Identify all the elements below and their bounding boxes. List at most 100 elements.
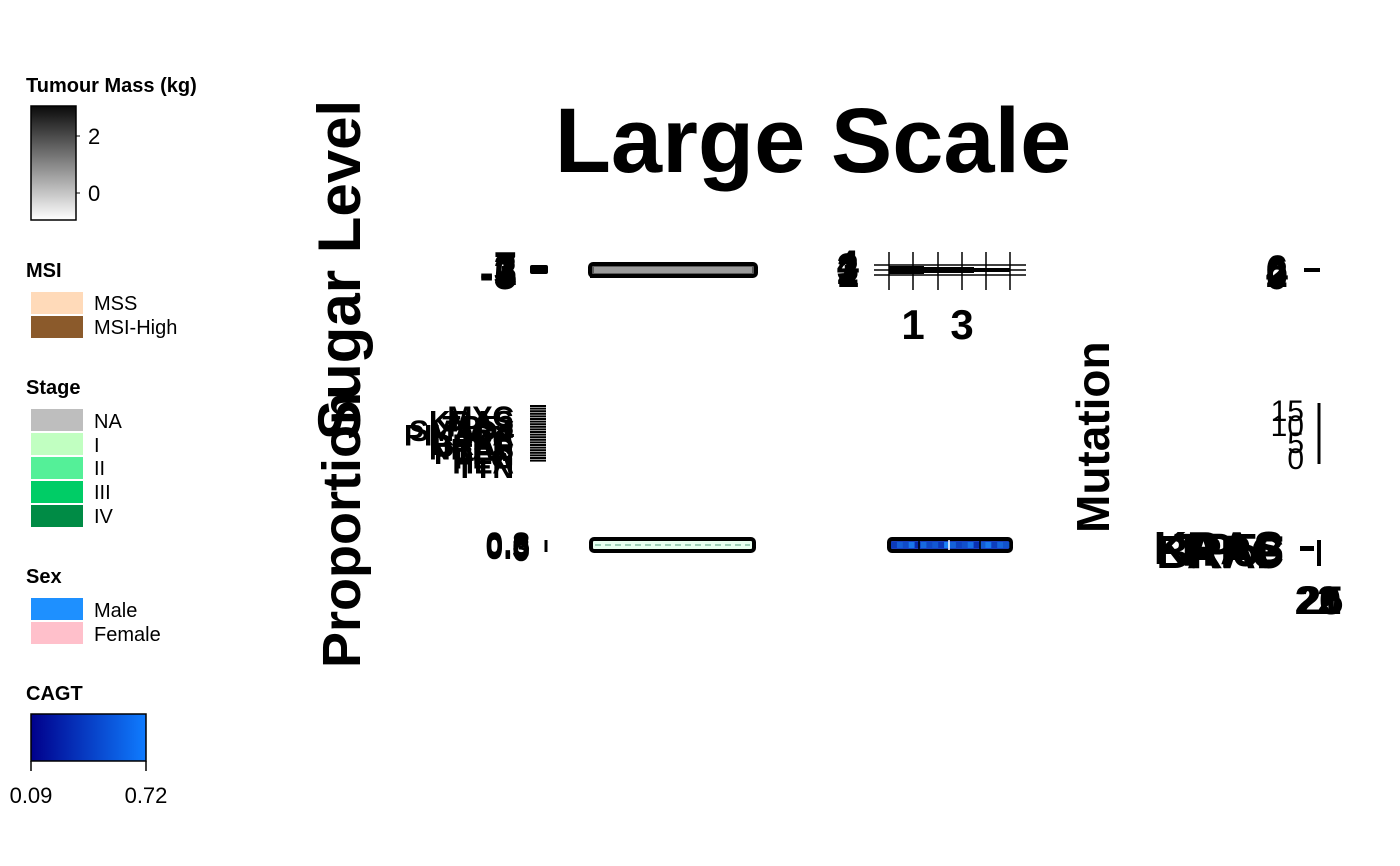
legend-tumour-mass-colorbar xyxy=(30,105,77,221)
bottom-right-genes: APC TP53 KRAS BRAF xyxy=(1154,522,1321,578)
cagt-bar-cell xyxy=(920,542,927,548)
top-mid-tick-2: 3 xyxy=(837,246,859,290)
legend-msi-label-msi-high: MSI-High xyxy=(94,317,177,339)
gene-label-1: KRAS xyxy=(429,406,514,439)
legend-sex-label-male: Male xyxy=(94,600,137,622)
legend-tumour-mass: Tumour Mass (kg) 2 0 xyxy=(26,75,197,221)
gene-label-8: PTEN xyxy=(434,438,514,471)
gene-label-11: TTN xyxy=(456,452,514,485)
cagt-bar-cell xyxy=(973,542,980,548)
legend-cagt-tick-low: 0.09 xyxy=(10,783,53,808)
top-left-tick-2: 1 xyxy=(494,247,517,294)
top-left-strip xyxy=(588,262,758,278)
cagt-bar-cell xyxy=(944,542,951,548)
cagt-bar xyxy=(887,537,1013,553)
legend-stage: Stage NA I II III IV xyxy=(26,377,122,528)
legend-sex: Sex Male Female xyxy=(26,566,161,646)
gene-tick-marks xyxy=(530,405,546,462)
cagt-bar-cell xyxy=(896,542,904,548)
bottom-left-tick-1: 0.3 xyxy=(486,530,530,566)
cagt-bar-cell xyxy=(991,542,998,548)
legend-sex-label-female: Female xyxy=(94,624,161,646)
gene-labels: MYCKRASTP53SMAD4PIK3CAAPCBRAFNRASPTENFLG… xyxy=(404,401,514,485)
legend-tumour-mass-title: Tumour Mass (kg) xyxy=(26,75,197,97)
cagt-bar-cell xyxy=(891,542,898,548)
top-mid-tick-3: 4 xyxy=(837,243,860,287)
bottom-right-gene-1: TP53 xyxy=(1174,524,1284,576)
gene-label-0: MYC xyxy=(447,401,514,434)
legend-msi-swatch-mss xyxy=(31,292,83,314)
legend-stage-label-na: NA xyxy=(94,411,122,433)
cagt-bar-cell xyxy=(967,542,974,548)
top-right-tick-0: 0 xyxy=(1266,254,1288,298)
gene-label-9: FLG xyxy=(454,443,514,476)
mid-right-tick-0: 0 xyxy=(1287,443,1304,476)
top-mid-tick-1: 2 xyxy=(837,249,859,293)
top-right-tick-1: 2 xyxy=(1266,252,1288,296)
legend-sex-swatch-female xyxy=(31,622,83,644)
legend-stage-swatch-na xyxy=(31,409,83,431)
legend-stage-label-i: I xyxy=(94,435,100,457)
cagt-bar-cell xyxy=(926,542,933,548)
bottom-right-count-0: 20 xyxy=(1297,579,1342,623)
top-right-tick-3: 6 xyxy=(1266,248,1288,292)
legend-sex-title: Sex xyxy=(26,566,62,588)
top-left-tick-1: -3 xyxy=(480,249,517,296)
gene-label-2: TP53 xyxy=(442,410,514,443)
legend-cagt-tick-high: 0.72 xyxy=(125,783,168,808)
legend-stage-label-ii: II xyxy=(94,458,105,480)
cagt-bar-cell xyxy=(997,542,1004,548)
row-label-sugar-level: Sugar Level xyxy=(306,100,373,440)
bottom-right-gene-2: KRAS xyxy=(1154,522,1284,574)
legend-tumour-mass-tick-low: 0 xyxy=(88,181,100,206)
cagt-bar-cell xyxy=(961,542,968,548)
cagt-bar-cell xyxy=(1003,542,1010,548)
cagt-bar-cell xyxy=(955,542,963,548)
legend-msi-swatch-msi-high xyxy=(31,316,83,338)
legend-stage-swatch-iv xyxy=(31,505,83,527)
legend-msi-title: MSI xyxy=(26,260,62,282)
top-mid-tick-0: 1 xyxy=(837,252,859,296)
cagt-bar-cell xyxy=(902,542,909,548)
top-left-tick-0: -5 xyxy=(480,251,517,298)
bottom-right-gene-3: BRAF xyxy=(1156,526,1284,578)
mid-right-tick-15: 15 xyxy=(1271,395,1304,428)
gene-label-3: SMAD4 xyxy=(409,415,514,448)
gene-label-5: APC xyxy=(451,424,514,457)
bottom-left-strip xyxy=(589,537,756,553)
mid-right-axis: 15 10 5 0 xyxy=(1271,395,1321,476)
top-mid-xtick-3: 3 xyxy=(950,301,973,348)
row-label-mutation: Mutation xyxy=(1067,341,1119,533)
legend-stage-title: Stage xyxy=(26,377,80,399)
top-mid-axis: 1 2 3 4 xyxy=(837,243,860,296)
bottom-right-gene-0: APC xyxy=(1187,526,1284,578)
bottom-right-count-2: 22 xyxy=(1295,579,1340,623)
top-mid-xtick-1: 1 xyxy=(901,301,924,348)
legend-msi-label-mss: MSS xyxy=(94,293,137,315)
legend-cagt: CAGT 0.09 0.72 xyxy=(10,683,168,808)
mid-right-tick-5: 5 xyxy=(1287,427,1304,460)
chart-title: Large Scale xyxy=(555,90,1072,192)
legend-cagt-title: CAGT xyxy=(26,683,83,705)
legend-cagt-colorbar xyxy=(30,713,147,762)
top-left-axis: -5 -3 1 3 7 xyxy=(480,243,548,298)
top-right-tick-2: 4 xyxy=(1266,250,1289,294)
gene-label-6: BRAF xyxy=(431,429,514,462)
legend-stage-swatch-i xyxy=(31,433,83,455)
bottom-left-tick-3: 0.8 xyxy=(486,526,530,562)
top-right-axis: 0 2 4 6 xyxy=(1266,248,1320,298)
legend-stage-swatch-ii xyxy=(31,457,83,479)
legend-sex-swatch-male xyxy=(31,598,83,620)
bottom-left-tick-0: 0 xyxy=(512,532,530,568)
cagt-bar-cell xyxy=(985,542,992,548)
row-label-proportion: Proportion xyxy=(312,392,372,668)
cagt-bar-cell xyxy=(950,542,957,548)
cagt-bar-cell xyxy=(908,542,915,548)
top-left-tick-3: 3 xyxy=(494,245,517,292)
gene-label-7: NRAS xyxy=(429,433,514,466)
mid-right-tick-10: 10 xyxy=(1271,410,1304,443)
cagt-bar-cell xyxy=(932,542,939,548)
gene-label-4: PIK3CA xyxy=(404,420,514,453)
bottom-right-count-3: 21 xyxy=(1297,579,1342,623)
